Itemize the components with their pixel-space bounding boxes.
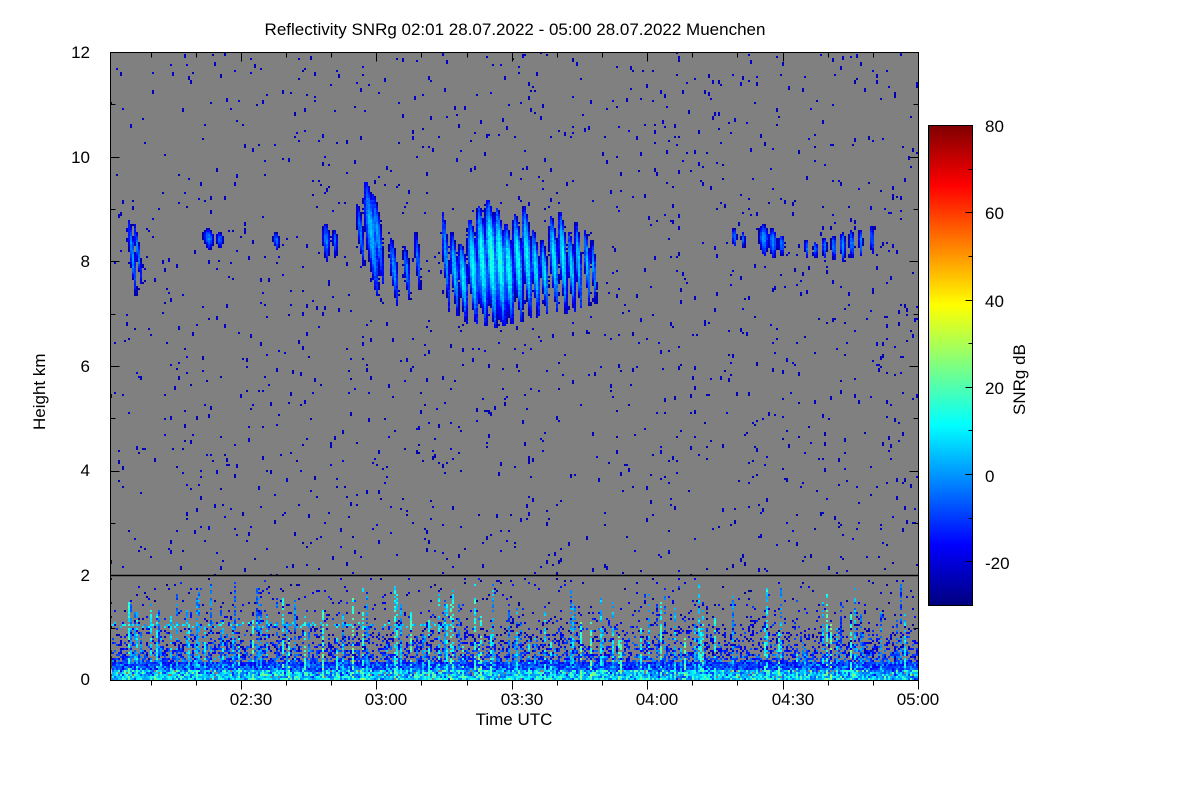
- y-axis-tick-label: 4: [80, 461, 90, 480]
- x-axis-tick-label: 04:30: [771, 690, 815, 709]
- x-axis-tick-label: 03:00: [364, 690, 408, 709]
- colorbar-tick-label: -20: [985, 554, 1010, 573]
- x-axis-tick-label: 02:30: [229, 690, 273, 709]
- y-axis-tick-label: 6: [80, 357, 90, 376]
- x-axis-tick-label: 05:00: [896, 690, 940, 709]
- x-axis-title: Time UTC: [475, 710, 553, 729]
- y-axis-tick-label: 0: [80, 670, 90, 689]
- colorbar-tick-label: 40: [985, 292, 1004, 311]
- colorbar-tick-label: 80: [985, 117, 1004, 136]
- colorbar-title: SNRg dB: [1010, 344, 1029, 415]
- colorbar-tick-label: 0: [985, 467, 995, 486]
- colorbar-tick-label: 60: [985, 204, 1004, 223]
- x-axis-tick-label: 04:00: [635, 690, 679, 709]
- colorbar-tick-label: 20: [985, 379, 1004, 398]
- y-axis-tick-label: 2: [80, 566, 90, 585]
- y-axis-tick-label: 10: [71, 148, 90, 167]
- page-title: Reflectivity SNRg 02:01 28.07.2022 - 05:…: [264, 20, 766, 39]
- y-axis-tick-label: 8: [80, 252, 90, 271]
- y-axis-tick-label: 12: [71, 43, 90, 62]
- x-axis-tick-label: 03:30: [500, 690, 544, 709]
- y-axis-title: Height km: [30, 353, 49, 430]
